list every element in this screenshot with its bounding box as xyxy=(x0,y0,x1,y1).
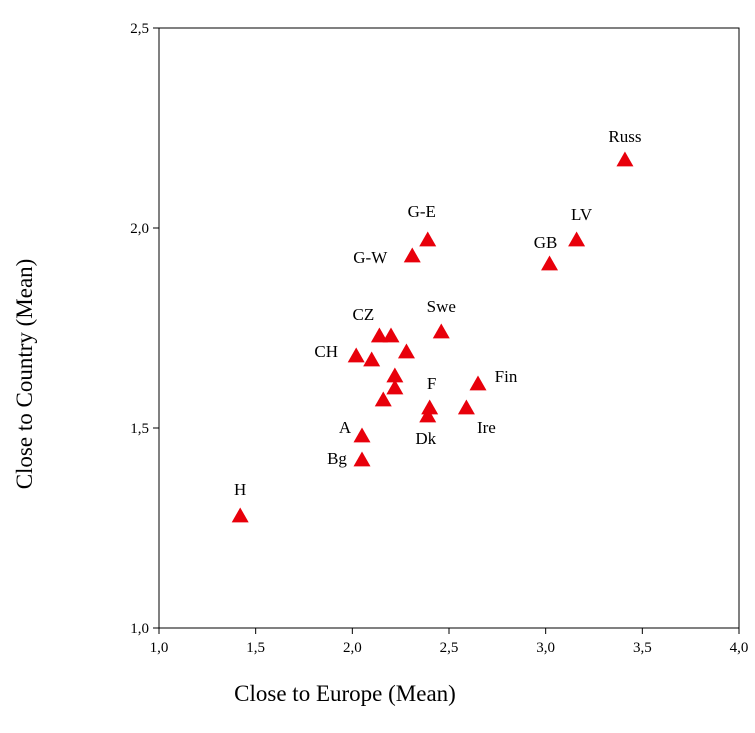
y-tick-label: 2,5 xyxy=(130,21,149,37)
data-point-label: H xyxy=(234,480,246,499)
data-point-label: Fin xyxy=(495,367,518,386)
x-axis-title: Close to Europe (Mean) xyxy=(234,681,456,706)
x-axis-ticks: 1,0 1,5 2,0 2,5 3,0 3,5 4,0 xyxy=(150,628,749,656)
data-point-marker xyxy=(374,391,392,407)
data-point-marker xyxy=(231,507,249,523)
data-point-marker xyxy=(457,399,475,415)
plot-frame xyxy=(158,27,740,629)
data-point-label: F xyxy=(427,374,436,393)
data-point-label: Russ xyxy=(608,127,641,146)
data-point-label: G-W xyxy=(353,248,388,267)
data-point-label: Bg xyxy=(327,449,347,468)
data-point-marker xyxy=(370,327,388,343)
x-tick-label: 3,5 xyxy=(633,640,652,656)
y-axis-title: Close to Country (Mean) xyxy=(12,259,37,490)
data-point-marker xyxy=(353,451,371,467)
x-tick-label: 1,5 xyxy=(246,640,265,656)
data-point-marker xyxy=(469,375,487,391)
data-point-marker xyxy=(568,231,586,247)
data-point-marker xyxy=(616,151,634,167)
data-points: Russ LV GB G-E G-W Swe CZ CH Fin F Ire Dk A Bg H xyxy=(231,127,641,523)
x-tick-label: 1,0 xyxy=(150,640,169,656)
data-point-marker xyxy=(421,399,439,415)
plot-border xyxy=(158,27,740,629)
y-axis-ticks: 1,0 1,5 2,0 2,5 xyxy=(130,21,159,637)
data-point-label: Swe xyxy=(427,297,456,316)
data-point-marker xyxy=(363,351,381,367)
y-tick-label: 1,0 xyxy=(130,621,149,637)
data-point-marker xyxy=(386,379,404,395)
data-point-marker xyxy=(419,231,437,247)
data-point-label: CH xyxy=(314,342,338,361)
data-point-label: G-E xyxy=(408,202,436,221)
data-point-marker xyxy=(397,343,415,359)
data-point-marker xyxy=(347,347,365,363)
data-point-label: LV xyxy=(571,205,593,224)
data-point-marker xyxy=(382,327,400,343)
data-point-marker xyxy=(541,255,559,271)
data-point-label: Ire xyxy=(477,418,496,437)
x-tick-label: 2,5 xyxy=(440,640,459,656)
data-point-marker xyxy=(419,407,437,423)
data-point-label: A xyxy=(339,418,352,437)
data-point-label: Dk xyxy=(415,429,436,448)
x-tick-label: 2,0 xyxy=(343,640,362,656)
y-tick-label: 2,0 xyxy=(130,221,149,237)
y-tick-label: 1,5 xyxy=(130,421,149,437)
data-point-marker xyxy=(386,367,404,383)
x-tick-label: 4,0 xyxy=(730,640,749,656)
data-point-label: GB xyxy=(534,233,558,252)
data-point-label: CZ xyxy=(353,305,375,324)
data-point-marker xyxy=(432,323,450,339)
data-point-marker xyxy=(353,427,371,443)
x-tick-label: 3,0 xyxy=(536,640,555,656)
data-point-marker xyxy=(403,247,421,263)
